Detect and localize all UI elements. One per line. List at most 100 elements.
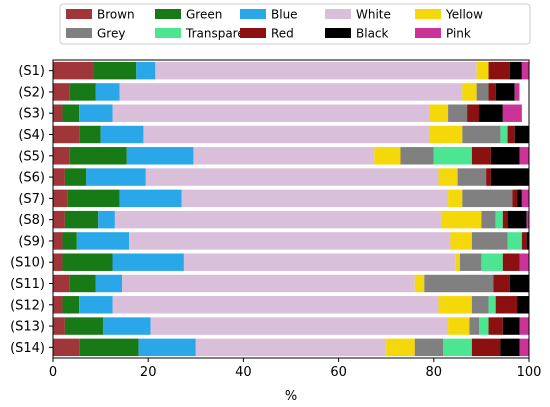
bar-s8-blue bbox=[98, 210, 115, 229]
bar-s4-yellow bbox=[429, 125, 463, 144]
bar-s4-white bbox=[143, 125, 430, 144]
bar-s4-red bbox=[507, 125, 515, 144]
bar-s8-pink bbox=[526, 210, 529, 229]
bar-s12-white bbox=[112, 296, 439, 314]
bar-s1-pink bbox=[521, 61, 529, 80]
bar-s9-grey bbox=[471, 232, 508, 250]
bar-s11-grey bbox=[424, 274, 494, 293]
bar-s10-transparent bbox=[481, 253, 503, 271]
bar-s4-green bbox=[79, 125, 101, 144]
x-tick-label: 80 bbox=[426, 365, 443, 380]
legend-swatch-red bbox=[240, 28, 266, 38]
bar-s12-blue bbox=[79, 296, 113, 314]
bar-s12-black bbox=[517, 296, 529, 314]
bar-s14-grey bbox=[414, 338, 444, 357]
bar-s10-green bbox=[62, 253, 113, 271]
bar-s4-transparent bbox=[500, 125, 508, 144]
bar-s11-black bbox=[509, 274, 529, 293]
bar-s13-green bbox=[64, 317, 103, 335]
bar-s2-green bbox=[69, 83, 96, 101]
bar-s14-red bbox=[471, 338, 501, 357]
bar-s6-green bbox=[64, 168, 87, 186]
y-tick-label: (S10) bbox=[10, 256, 45, 271]
bar-s7-white bbox=[181, 189, 449, 208]
bar-s2-brown bbox=[53, 83, 70, 101]
legend-label-red: Red bbox=[271, 27, 294, 41]
bar-s3-black bbox=[479, 104, 503, 122]
bar-s10-blue bbox=[112, 253, 184, 271]
bar-s7-black bbox=[517, 189, 522, 208]
bar-s4-black bbox=[514, 125, 529, 144]
y-tick-label: (S3) bbox=[18, 107, 45, 122]
bar-s10-red bbox=[502, 253, 520, 271]
bar-s4-blue bbox=[100, 125, 144, 144]
bar-s11-white bbox=[122, 274, 415, 293]
legend-label-white: White bbox=[356, 8, 391, 22]
bar-s6-yellow bbox=[438, 168, 458, 186]
bar-s10-white bbox=[183, 253, 456, 271]
y-tick-label: (S11) bbox=[10, 277, 45, 292]
bar-s9-green bbox=[62, 232, 77, 250]
bar-s8-transparent bbox=[495, 210, 503, 229]
bar-s9-brown bbox=[53, 232, 63, 250]
legend-label-transparent: Transparent bbox=[185, 27, 257, 41]
bar-s13-yellow bbox=[448, 317, 470, 335]
bar-s14-blue bbox=[138, 338, 196, 357]
legend-label-yellow: Yellow bbox=[445, 8, 483, 22]
bar-s5-pink bbox=[519, 147, 529, 165]
bar-s5-green bbox=[69, 147, 127, 165]
bar-s6-brown bbox=[53, 168, 65, 186]
legend-swatch-transparent bbox=[155, 28, 181, 38]
bar-s11-brown bbox=[53, 274, 70, 293]
bar-s3-yellow bbox=[429, 104, 449, 122]
bar-s14-green bbox=[79, 338, 139, 357]
bar-s14-white bbox=[195, 338, 387, 357]
bar-s8-grey bbox=[481, 210, 496, 229]
bar-s3-green bbox=[62, 104, 80, 122]
bar-s8-red bbox=[502, 210, 508, 229]
y-tick-label: (S5) bbox=[18, 149, 45, 164]
y-tick-label: (S9) bbox=[18, 234, 45, 249]
y-tick-label: (S4) bbox=[18, 128, 45, 143]
bar-s2-red bbox=[488, 83, 496, 101]
bar-s12-grey bbox=[471, 296, 489, 314]
bar-s3-white bbox=[112, 104, 430, 122]
bar-s2-grey bbox=[476, 83, 489, 101]
bar-s8-yellow bbox=[440, 210, 482, 229]
bar-s14-transparent bbox=[443, 338, 472, 357]
legend-label-blue: Blue bbox=[271, 8, 298, 22]
bar-s5-red bbox=[471, 147, 491, 165]
legend-label-pink: Pink bbox=[446, 27, 471, 41]
bar-s8-green bbox=[64, 210, 99, 229]
bar-s1-black bbox=[509, 61, 522, 80]
bar-s6-blue bbox=[86, 168, 146, 186]
bar-s10-yellow bbox=[455, 253, 460, 271]
bar-s6-black bbox=[490, 168, 529, 186]
bar-s12-yellow bbox=[438, 296, 472, 314]
bar-s4-grey bbox=[462, 125, 501, 144]
bar-s14-yellow bbox=[386, 338, 415, 357]
legend-swatch-pink bbox=[415, 28, 441, 38]
x-tick-label: 40 bbox=[235, 365, 252, 380]
bar-s11-blue bbox=[95, 274, 123, 293]
bar-s5-black bbox=[490, 147, 520, 165]
bar-s3-red bbox=[467, 104, 480, 122]
bar-s11-yellow bbox=[414, 274, 425, 293]
bar-s3-pink bbox=[502, 104, 522, 122]
bar-s7-blue bbox=[119, 189, 182, 208]
legend-swatch-black bbox=[325, 28, 351, 38]
bar-s11-green bbox=[69, 274, 96, 293]
bar-s7-brown bbox=[53, 189, 68, 208]
bar-s13-brown bbox=[53, 317, 65, 335]
bar-s1-white bbox=[155, 61, 477, 80]
bar-s13-blue bbox=[102, 317, 151, 335]
bar-s1-blue bbox=[136, 61, 156, 80]
bar-s13-grey bbox=[469, 317, 480, 335]
bar-s5-transparent bbox=[433, 147, 472, 165]
bar-s12-transparent bbox=[488, 296, 496, 314]
bar-s2-yellow bbox=[462, 83, 477, 101]
bar-s7-pink bbox=[521, 189, 529, 208]
legend-label-grey: Grey bbox=[97, 27, 125, 41]
bar-s8-brown bbox=[53, 210, 65, 229]
y-tick-label: (S1) bbox=[18, 64, 45, 79]
